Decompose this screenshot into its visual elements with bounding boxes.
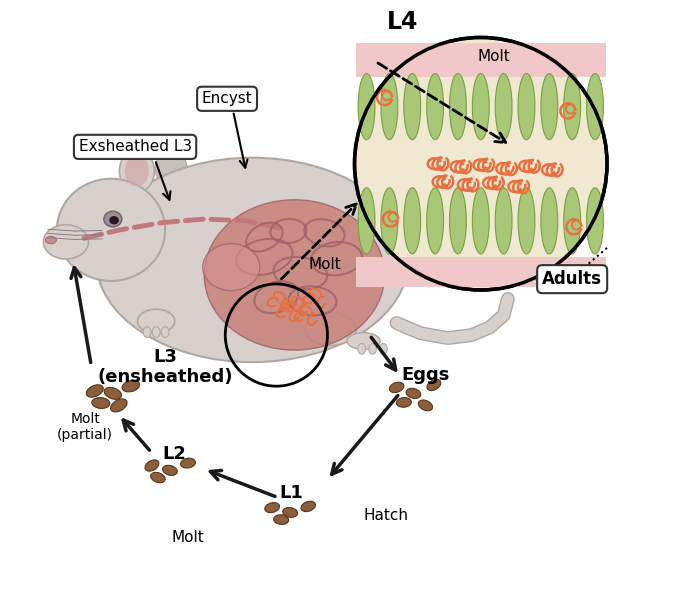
Ellipse shape (564, 188, 581, 254)
Ellipse shape (162, 465, 177, 475)
Ellipse shape (92, 397, 110, 408)
Ellipse shape (541, 74, 558, 140)
Ellipse shape (57, 179, 165, 281)
Ellipse shape (265, 503, 279, 513)
Ellipse shape (397, 397, 411, 407)
Ellipse shape (151, 472, 165, 483)
Ellipse shape (161, 327, 169, 338)
Ellipse shape (86, 385, 103, 397)
Ellipse shape (427, 74, 443, 140)
Ellipse shape (518, 188, 535, 254)
Ellipse shape (104, 211, 122, 227)
Ellipse shape (104, 387, 121, 399)
Ellipse shape (155, 149, 187, 188)
Ellipse shape (43, 225, 88, 259)
Text: Eggs: Eggs (401, 367, 449, 384)
Ellipse shape (305, 312, 356, 345)
Ellipse shape (181, 458, 195, 468)
Ellipse shape (122, 381, 140, 392)
Ellipse shape (381, 74, 398, 140)
Text: Adults: Adults (542, 270, 602, 288)
Bar (356, 257, 606, 287)
Ellipse shape (96, 158, 409, 362)
Text: L1: L1 (279, 484, 303, 502)
Ellipse shape (586, 188, 603, 254)
Ellipse shape (404, 188, 421, 254)
Ellipse shape (152, 327, 160, 338)
Ellipse shape (138, 309, 175, 333)
Text: Molt: Molt (171, 530, 203, 545)
Ellipse shape (449, 74, 466, 140)
Ellipse shape (358, 188, 375, 254)
Ellipse shape (110, 399, 127, 412)
Ellipse shape (586, 74, 603, 140)
Ellipse shape (125, 155, 149, 187)
Ellipse shape (541, 188, 558, 254)
Ellipse shape (203, 243, 260, 291)
Ellipse shape (389, 382, 404, 393)
Ellipse shape (419, 400, 432, 411)
Ellipse shape (427, 188, 443, 254)
Bar (356, 43, 606, 77)
Ellipse shape (381, 188, 398, 254)
Ellipse shape (564, 74, 581, 140)
Text: Molt
(partial): Molt (partial) (57, 412, 113, 442)
Ellipse shape (301, 501, 316, 512)
Ellipse shape (45, 237, 56, 243)
Ellipse shape (347, 333, 380, 350)
Text: Encyst: Encyst (201, 91, 253, 106)
Text: Molt: Molt (477, 49, 510, 64)
Ellipse shape (518, 74, 535, 140)
Ellipse shape (204, 200, 384, 350)
Ellipse shape (427, 379, 441, 391)
Ellipse shape (143, 327, 151, 338)
Text: L4: L4 (387, 10, 419, 34)
Ellipse shape (473, 188, 489, 254)
Circle shape (355, 37, 607, 290)
Ellipse shape (406, 388, 421, 399)
Ellipse shape (109, 216, 119, 225)
Ellipse shape (495, 188, 512, 254)
Ellipse shape (358, 74, 375, 140)
Text: L2: L2 (162, 445, 186, 463)
Ellipse shape (358, 344, 366, 355)
Ellipse shape (119, 149, 154, 193)
Text: L3
(ensheathed): L3 (ensheathed) (97, 347, 233, 387)
Ellipse shape (145, 460, 159, 471)
Ellipse shape (379, 344, 387, 355)
Ellipse shape (473, 74, 489, 140)
Ellipse shape (274, 515, 288, 524)
Ellipse shape (495, 74, 512, 140)
Text: Exsheathed L3: Exsheathed L3 (79, 140, 192, 155)
Text: Molt: Molt (308, 257, 341, 272)
Text: Hatch: Hatch (363, 508, 408, 523)
Ellipse shape (404, 74, 421, 140)
Ellipse shape (283, 507, 298, 518)
Ellipse shape (449, 188, 466, 254)
Ellipse shape (369, 344, 377, 355)
